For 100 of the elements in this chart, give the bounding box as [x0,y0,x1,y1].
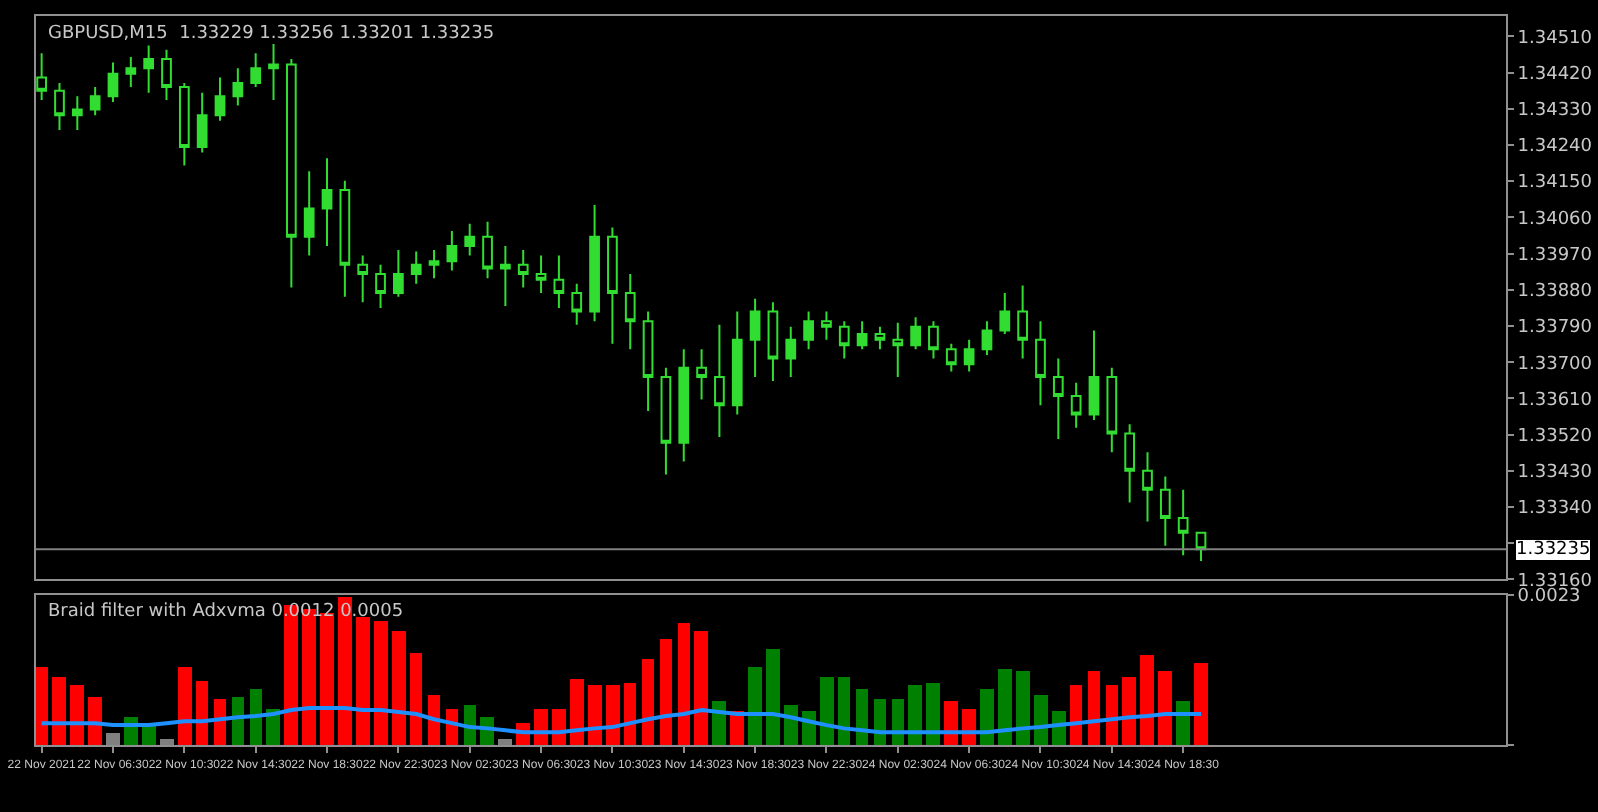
candlestick [357,254,369,304]
bar [1194,662,1208,745]
candlestick [339,179,351,298]
candlestick [232,67,244,107]
bar [36,666,48,745]
y-tick-label: 1.34330 [1517,101,1593,122]
bar [1034,694,1048,745]
bar [70,684,84,745]
bar [570,678,584,745]
bar [820,676,834,745]
candlestick [107,61,119,103]
candlestick [268,43,279,101]
candlestick [1159,475,1171,547]
bar [160,738,174,745]
y-tick-label: 1.33970 [1517,245,1593,266]
candlestick [1035,320,1046,407]
candlestick [214,76,226,122]
bar [374,620,388,745]
candlestick [54,82,65,132]
candlestick [1088,329,1100,422]
bar [694,630,708,745]
candlestick [500,244,511,307]
bar [410,652,422,745]
candlestick [161,48,172,101]
candlestick [482,220,493,280]
bar [1070,684,1082,745]
candlestick [71,95,83,132]
candlestick [945,342,957,373]
candlestick [785,325,797,379]
y-tick-label: 1.33340 [1517,499,1593,520]
candlestick [428,248,440,280]
bar [250,688,262,745]
candlestick [1177,488,1189,557]
bar [1176,700,1190,745]
bar [356,616,370,745]
candlestick [196,91,208,154]
candlestick [1106,366,1118,454]
candlestick [696,348,707,401]
candlestick [36,52,48,101]
bar [178,666,192,745]
bar [232,696,244,745]
candlestick [535,254,547,295]
candlestick [89,86,101,117]
bar [88,696,102,745]
bar [52,676,66,745]
bar [428,694,440,745]
bar [660,638,672,745]
candlestick [303,170,315,257]
bar [214,698,226,745]
bar [766,648,780,745]
y-tick-label: 1.33430 [1517,463,1593,484]
candlestick [410,250,422,285]
candlestick [892,321,904,379]
bar [838,676,850,745]
candlestick [678,348,690,463]
candlestick [963,338,975,373]
bar [1158,670,1172,745]
candlestick [1124,423,1136,504]
candlestick [660,366,672,476]
y-tick-label: 1.33520 [1517,426,1593,447]
candlestick [589,203,600,323]
candlestick [981,320,993,356]
candlestick [517,248,529,289]
bar [1016,670,1030,745]
candlestick [1052,357,1064,441]
y-tick-label: 1.33790 [1517,318,1593,339]
y-tick-label: 1.34150 [1517,173,1593,194]
y-tick-label: 1.33610 [1517,390,1593,411]
bar [1106,684,1118,745]
bar [856,688,868,745]
candlestick [321,157,333,247]
bar [196,680,208,745]
candlestick [642,310,654,412]
bar [642,658,654,745]
bar [498,738,512,745]
bar [1122,676,1136,745]
bar [1088,670,1100,745]
candlestick [250,52,262,89]
candlestick [178,82,190,167]
candlestick [803,310,814,351]
candlestick [125,55,137,89]
candlestick [1142,451,1153,523]
bar [392,630,406,745]
y-tick-label: 1.34060 [1517,209,1593,230]
y-tick-label: 1.33880 [1517,282,1593,303]
bar [926,682,940,745]
bar [588,684,602,745]
y-tick-label: 0.0023 [1517,587,1581,608]
candlestick [714,323,725,439]
candlestick [910,316,921,351]
candlestick [607,226,618,345]
y-tick-label: 1.34510 [1517,28,1593,49]
candlestick [143,44,155,94]
candlestick [375,263,386,309]
ref-line-label: 1.33235 [1516,540,1591,560]
candlestick [393,248,404,298]
bar [908,684,922,745]
bar [606,684,620,745]
candlestick [624,273,636,351]
bar [980,688,994,745]
